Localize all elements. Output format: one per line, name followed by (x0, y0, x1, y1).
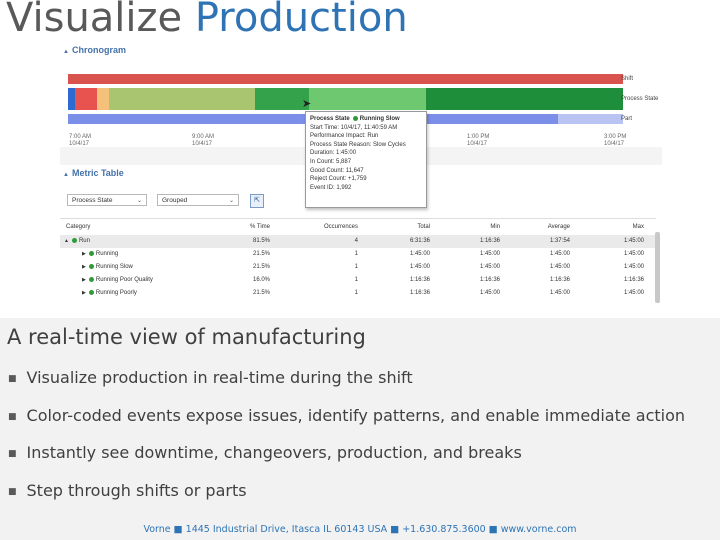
collapse-triangle-icon[interactable]: ▲ (63, 172, 69, 178)
status-dot-icon (352, 115, 358, 121)
mouse-cursor-icon: ➤ (302, 98, 312, 110)
options-button[interactable]: ⇱ (250, 194, 264, 208)
bullet-item: ■ Instantly see downtime, changeovers, pr… (8, 443, 522, 462)
shift-lane-label: Shift (621, 76, 634, 82)
table-row[interactable]: ▶ Running Slow 21.5% 1 1:45:00 1:45:00 1:… (82, 263, 644, 270)
process-segment[interactable] (426, 88, 623, 110)
category-dropdown[interactable]: Process State ⌄ (67, 194, 147, 206)
time-tick: 7:00 AM 10/4/17 (69, 134, 92, 147)
chevron-down-icon: ⌄ (228, 198, 234, 204)
column-header[interactable]: Category (66, 224, 91, 230)
status-dot-icon (88, 263, 94, 269)
process-state-lane[interactable] (68, 88, 623, 110)
event-tooltip: Process State Running Slow Start Time: 10… (305, 111, 427, 208)
time-tick: 3:00 PM 10/4/17 (604, 134, 627, 147)
grouping-dropdown[interactable]: Grouped ⌄ (157, 194, 239, 206)
chronogram-header[interactable]: ▲ Chronogram (63, 45, 126, 55)
bullet-item: ■ Color-coded events expose issues, ident… (8, 406, 686, 425)
table-header-row: Category % Time Occurrences Total Min Av… (60, 218, 656, 236)
chevron-down-icon: ⌄ (136, 198, 142, 204)
table-row[interactable]: ▲ Run 81.5% 4 6:31:36 1:16:36 1:37:54 1:4… (60, 235, 656, 248)
process-segment[interactable] (97, 88, 109, 110)
collapse-triangle-icon[interactable]: ▲ (63, 49, 69, 55)
options-icon: ⇱ (254, 197, 260, 204)
status-dot-icon (88, 289, 94, 295)
process-segment[interactable] (68, 88, 75, 110)
part-segment[interactable] (558, 114, 623, 124)
expand-toggle-icon: ▶ (82, 277, 86, 283)
process-segment[interactable] (309, 88, 426, 110)
bullet-item: ■ Visualize production in real-time durin… (8, 368, 413, 387)
slide-title: Visualize Production (6, 0, 408, 42)
part-lane-label: Part (621, 116, 633, 122)
column-header[interactable]: Total (417, 224, 430, 230)
shift-lane[interactable] (68, 74, 623, 84)
column-header[interactable]: Occurrences (323, 224, 358, 230)
table-row[interactable]: ▶ Running Poor Quality 16.0% 1 1:16:36 1:… (82, 276, 644, 283)
bullet-square-icon: ■ (8, 449, 17, 459)
title-plain: Visualize (6, 0, 183, 41)
metric-table-header[interactable]: ▲ Metric Table (63, 168, 124, 178)
bullet-square-icon: ■ (8, 374, 17, 384)
title-accent: Production (194, 0, 408, 41)
table-row[interactable]: ▶ Running 21.5% 1 1:45:00 1:45:00 1:45:00… (82, 250, 644, 257)
status-dot-icon (88, 250, 94, 256)
time-tick: 1:00 PM 10/4/17 (467, 134, 490, 147)
status-dot-icon (71, 237, 77, 243)
section-subtitle: A real-time view of manufacturing (7, 325, 366, 349)
process-segment[interactable] (75, 88, 97, 110)
expand-toggle-icon: ▲ (64, 238, 69, 244)
footer-contact: Vorne ■ 1445 Industrial Drive, Itasca IL… (143, 524, 577, 535)
process-segment[interactable] (109, 88, 255, 110)
bullet-square-icon: ■ (8, 412, 17, 422)
text-panel (0, 318, 720, 540)
scrollbar[interactable] (655, 232, 660, 303)
product-screenshot: ▲ Chronogram Shift Process State Part 7:0… (60, 42, 662, 303)
table-row[interactable]: ▶ Running Poorly 21.5% 1 1:16:36 1:45:00 … (82, 289, 644, 296)
time-tick: 9:00 AM 10/4/17 (192, 134, 215, 147)
expand-toggle-icon: ▶ (82, 251, 86, 257)
expand-toggle-icon: ▶ (82, 290, 86, 296)
bullet-square-icon: ■ (8, 487, 17, 497)
expand-toggle-icon: ▶ (82, 264, 86, 270)
column-header[interactable]: Max (632, 224, 644, 230)
column-header[interactable]: Min (490, 224, 500, 230)
column-header[interactable]: Average (547, 224, 570, 230)
bullet-item: ■ Step through shifts or parts (8, 481, 247, 500)
column-header[interactable]: % Time (249, 224, 270, 230)
process-segment[interactable] (255, 88, 309, 110)
process-state-lane-label: Process State (621, 96, 659, 102)
status-dot-icon (88, 276, 94, 282)
